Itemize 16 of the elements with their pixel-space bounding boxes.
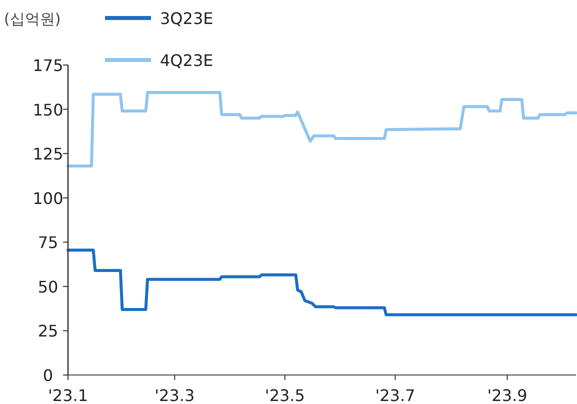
y-tick-label: 125 xyxy=(32,144,64,164)
x-tick-label: '23.1 xyxy=(48,386,88,404)
x-tick-label: '23.5 xyxy=(264,386,305,404)
y-tick-label: 175 xyxy=(32,56,64,75)
x-tick-label: '23.9 xyxy=(487,386,528,404)
y-tick-label: 25 xyxy=(38,322,58,341)
x-tick-label: '23.3 xyxy=(154,386,195,404)
legend-label: 3Q23E xyxy=(160,9,214,28)
y-axis-title: (십억원) xyxy=(4,10,61,28)
y-tick-label: 150 xyxy=(32,100,64,120)
y-tick-label: 100 xyxy=(32,188,64,208)
y-tick-label: 0 xyxy=(42,366,54,385)
y-tick-label: 50 xyxy=(38,277,58,296)
legend-label: 4Q23E xyxy=(160,51,214,70)
y-tick-label: 75 xyxy=(38,233,58,252)
x-tick-label: '23.7 xyxy=(375,386,416,404)
